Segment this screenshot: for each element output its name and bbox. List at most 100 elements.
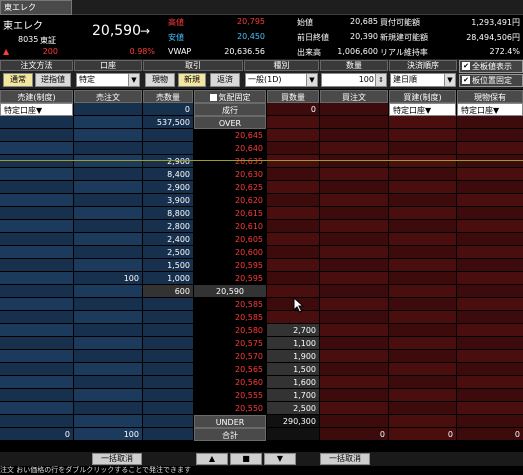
sell-order-cell[interactable] [74, 311, 142, 324]
stepper-icon[interactable]: ⇕ [375, 74, 386, 86]
buy-seido-cell[interactable] [389, 311, 456, 324]
price-cell[interactable]: 20,645 [194, 129, 266, 142]
scroll-up-button[interactable]: ▲ [196, 453, 228, 465]
sell-order-cell[interactable] [74, 324, 142, 337]
sell-seido-cell[interactable] [0, 233, 73, 246]
buy-seido-cell[interactable] [389, 155, 456, 168]
sell-seido-cell[interactable] [0, 415, 73, 428]
sell-order-cell[interactable] [74, 285, 142, 298]
sell-seido-cell[interactable] [0, 194, 73, 207]
account-select[interactable]: 特定 ▼ [76, 73, 140, 87]
sell-seido-cell[interactable] [0, 298, 73, 311]
sell-order-cell[interactable] [74, 415, 142, 428]
buy-seido-cell[interactable] [389, 324, 456, 337]
buy-order-cell[interactable] [320, 246, 388, 259]
price-cell[interactable]: 20,640 [194, 142, 266, 155]
buy-seido-cell[interactable] [389, 363, 456, 376]
stop-order-button[interactable]: 逆指値 [35, 73, 71, 87]
new-position-button[interactable]: 新規 [178, 73, 206, 87]
price-cell[interactable]: 20,605 [194, 233, 266, 246]
sell-order-cell[interactable] [74, 298, 142, 311]
price-cell[interactable]: 20,570 [194, 350, 266, 363]
cancel-all-sell-button[interactable]: 一括取消 [92, 453, 142, 465]
show-all-prices-checkbox[interactable]: ✔ 全板値表示 [459, 60, 523, 73]
buy-order-cell[interactable] [320, 142, 388, 155]
sell-seido-cell[interactable] [0, 207, 73, 220]
sell-order-cell[interactable] [74, 142, 142, 155]
quantity-input[interactable]: 100 ⇕ [321, 73, 387, 87]
price-header-toggle[interactable]: 気配固定 [194, 90, 266, 103]
buy-order-cell[interactable] [320, 402, 388, 415]
buy-seido-cell[interactable] [389, 207, 456, 220]
sell-seido-cell[interactable] [0, 168, 73, 181]
sell-seido-cell[interactable] [0, 337, 73, 350]
buy-order-cell[interactable] [320, 272, 388, 285]
price-cell[interactable]: 20,600 [194, 246, 266, 259]
scroll-down-button[interactable]: ▼ [264, 453, 296, 465]
buy-order-cell[interactable] [320, 376, 388, 389]
buy-order-cell[interactable] [320, 324, 388, 337]
buy-seido-cell[interactable] [389, 272, 456, 285]
buy-order-cell[interactable] [320, 103, 388, 116]
price-cell[interactable]: 20,560 [194, 376, 266, 389]
sell-order-cell[interactable] [74, 103, 142, 116]
buy-order-cell[interactable] [320, 298, 388, 311]
buy-order-cell[interactable] [320, 168, 388, 181]
buy-seido-cell[interactable] [389, 194, 456, 207]
price-cell[interactable]: 20,590 [194, 285, 266, 298]
sell-order-cell[interactable] [74, 129, 142, 142]
sell-seido-cell[interactable] [0, 272, 73, 285]
buy-seido-cell[interactable] [389, 376, 456, 389]
sell-order-cell[interactable] [74, 116, 142, 129]
buy-order-cell[interactable] [320, 337, 388, 350]
sell-seido-cell[interactable] [0, 402, 73, 415]
price-cell[interactable]: 20,595 [194, 272, 266, 285]
sell-order-cell[interactable] [74, 207, 142, 220]
price-cell[interactable]: 20,595 [194, 259, 266, 272]
normal-order-button[interactable]: 通常 [3, 73, 33, 87]
buy-order-cell[interactable] [320, 259, 388, 272]
sell-seido-cell[interactable] [0, 285, 73, 298]
price-cell[interactable]: 20,565 [194, 363, 266, 376]
type-select[interactable]: 一般(1D) ▼ [245, 73, 318, 87]
buy-order-cell[interactable] [320, 116, 388, 129]
cancel-all-buy-button[interactable]: 一括取消 [320, 453, 370, 465]
price-cell[interactable]: 20,615 [194, 207, 266, 220]
sell-order-cell[interactable] [74, 337, 142, 350]
buy-seido-cell[interactable] [389, 168, 456, 181]
price-cell[interactable]: 20,635 [194, 155, 266, 168]
buy-order-cell[interactable] [320, 181, 388, 194]
buy-seido-cell[interactable] [389, 116, 456, 129]
buy-order-cell[interactable] [320, 350, 388, 363]
buy-account-select[interactable]: 特定口座▼ [389, 103, 456, 116]
close-position-button[interactable]: 返済 [210, 73, 240, 87]
cash-button[interactable]: 現物 [145, 73, 175, 87]
buy-seido-cell[interactable] [389, 220, 456, 233]
buy-seido-cell[interactable] [389, 181, 456, 194]
sell-order-cell[interactable]: 100 [74, 272, 142, 285]
sell-seido-cell[interactable] [0, 311, 73, 324]
buy-order-cell[interactable] [320, 415, 388, 428]
buy-seido-cell[interactable] [389, 298, 456, 311]
sell-order-cell[interactable] [74, 363, 142, 376]
sell-seido-cell[interactable] [0, 116, 73, 129]
center-button[interactable]: ■ [230, 453, 262, 465]
price-cell[interactable]: 20,630 [194, 168, 266, 181]
sell-seido-cell[interactable] [0, 376, 73, 389]
buy-seido-cell[interactable] [389, 285, 456, 298]
price-cell[interactable]: 20,585 [194, 298, 266, 311]
sell-order-cell[interactable] [74, 350, 142, 363]
sell-order-cell[interactable] [74, 376, 142, 389]
price-cell[interactable]: 20,610 [194, 220, 266, 233]
sell-order-cell[interactable] [74, 181, 142, 194]
fix-board-checkbox[interactable]: ✔ 板位置固定 [459, 74, 523, 87]
settle-select[interactable]: 建日順 ▼ [390, 73, 456, 87]
sell-seido-cell[interactable] [0, 246, 73, 259]
sell-seido-cell[interactable] [0, 350, 73, 363]
price-cell[interactable]: 20,555 [194, 389, 266, 402]
buy-seido-cell[interactable] [389, 415, 456, 428]
sell-order-cell[interactable] [74, 259, 142, 272]
sell-seido-cell[interactable] [0, 142, 73, 155]
sell-seido-cell[interactable] [0, 259, 73, 272]
sell-order-cell[interactable] [74, 233, 142, 246]
